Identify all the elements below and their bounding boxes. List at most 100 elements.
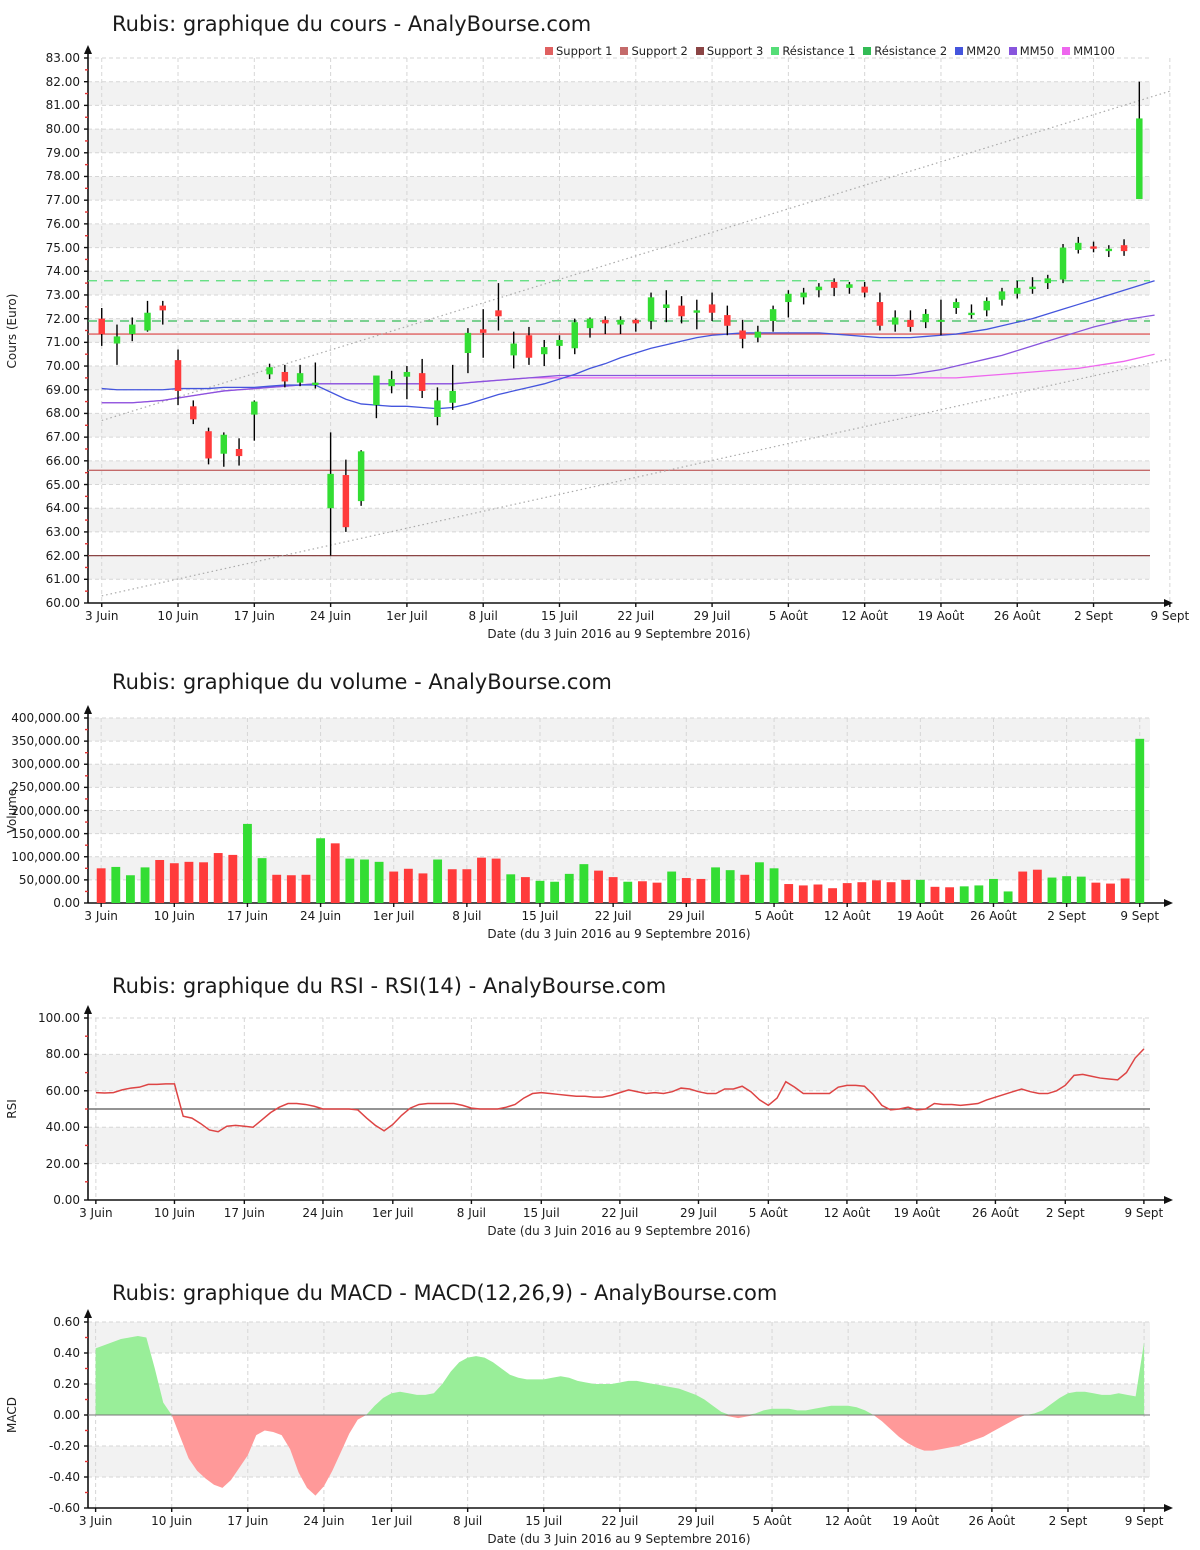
- x-axis-tick-label: 22 Juil: [594, 909, 632, 923]
- y-axis-title: MACD: [5, 1397, 19, 1433]
- legend-swatch-icon: [955, 47, 964, 55]
- x-axis-tick-label: 9 Sept: [1124, 1514, 1164, 1528]
- x-axis-tick-label: 19 Août: [893, 1206, 941, 1220]
- y-axis-tick-label: -0.40: [48, 1470, 80, 1484]
- x-axis-tick-label: 12 Août: [841, 609, 889, 623]
- x-axis-tick-label: 1er Juil: [386, 609, 428, 623]
- x-axis-tick-label: 22 Juil: [601, 1206, 639, 1220]
- y-axis-tick-label: 250,000.00: [11, 780, 80, 795]
- legend-swatch-icon: [620, 47, 629, 55]
- x-axis-tick-label: 8 Juil: [468, 609, 498, 623]
- x-axis-tick-label: 9 Sept: [1120, 909, 1160, 923]
- legend-item-7: MM100: [1062, 44, 1115, 58]
- x-axis-tick-label: 9 Sept: [1150, 609, 1190, 623]
- y-axis-tick-label: 50,000.00: [18, 872, 80, 887]
- legend-swatch-icon: [545, 47, 553, 55]
- macd-plot-area: -0.60 -0.40 -0.20 0.00 0.20 0.40 0.60 3 Juin 10 …: [0, 1265, 1200, 1550]
- x-axis-tick-label: 29 Juil: [680, 1206, 717, 1220]
- x-axis-tick-label: 17 Juin: [227, 1514, 269, 1528]
- x-axis-tick-label: 12 Août: [823, 909, 871, 923]
- y-axis-tick-label: 80.00: [45, 1047, 80, 1062]
- y-axis-tick-label: 82.00: [45, 74, 80, 89]
- y-axis-tick-label: 0.40: [53, 1346, 80, 1360]
- rsi-chart-panel: Rubis: graphique du RSI - RSI(14) - Anal…: [0, 960, 1200, 1265]
- x-axis-tick-label: 15 Juil: [522, 1206, 560, 1220]
- x-axis-tick-label: 1er Juil: [372, 1206, 414, 1220]
- y-axis-tick-label: 200,000.00: [11, 803, 80, 818]
- x-axis-tick-label: 12 Août: [823, 1206, 871, 1220]
- x-axis-tick-label: 3 Juin: [79, 1206, 113, 1220]
- legend-swatch-icon: [695, 47, 704, 55]
- x-axis-tick-label: 26 Août: [993, 609, 1041, 623]
- legend-swatch-icon: [771, 47, 780, 55]
- x-axis-title: Date (du 3 Juin 2016 au 9 Septembre 2016…: [487, 927, 751, 941]
- x-axis-tick-label: 2 Sept: [1074, 609, 1113, 623]
- x-axis-tick-label: 29 Juil: [693, 609, 731, 623]
- x-axis-tick-label: 5 Août: [748, 1206, 788, 1220]
- y-axis-tick-label: 65.00: [45, 477, 80, 492]
- legend-swatch-icon: [863, 47, 872, 55]
- legend-item-5: MM20: [955, 44, 1001, 58]
- y-axis-tick-label: 62.00: [45, 548, 80, 563]
- x-axis-tick-label: 5 Août: [752, 1514, 792, 1528]
- x-axis-tick-label: 24 Juin: [302, 1206, 344, 1220]
- y-axis-tick-label: 0.60: [53, 1315, 80, 1329]
- x-axis-tick-label: 17 Juin: [233, 609, 275, 623]
- x-axis-tick-label: 15 Juil: [521, 909, 559, 923]
- y-axis-tick-label: 73.00: [45, 287, 80, 302]
- x-axis-tick-label: 24 Juin: [310, 609, 352, 623]
- x-axis-tick-label: 10 Juin: [153, 909, 195, 923]
- x-axis-tick-label: 8 Juil: [452, 909, 482, 923]
- legend-swatch-icon: [1008, 47, 1017, 55]
- legend-label: Résistance 2: [874, 44, 948, 58]
- x-axis-tick-label: 2 Sept: [1047, 909, 1086, 923]
- legend-item-0: Support 1: [545, 44, 612, 58]
- x-axis-tick-label: 26 Août: [968, 1514, 1016, 1528]
- y-axis-tick-label: 0.20: [53, 1377, 80, 1391]
- y-axis-tick-label: 68.00: [45, 406, 80, 421]
- y-axis-tick-label: 100.00: [38, 1011, 80, 1025]
- y-axis-tick-label: -0.20: [48, 1439, 80, 1453]
- x-axis-tick-label: 26 Août: [970, 909, 1017, 923]
- y-axis-tick-label: 400,000.00: [11, 711, 80, 725]
- x-axis-tick-label: 19 Août: [892, 1514, 940, 1528]
- x-axis-tick-label: 22 Juil: [601, 1514, 639, 1528]
- y-axis-title: Volume: [5, 788, 19, 833]
- y-axis-tick-label: 74.00: [45, 264, 80, 279]
- legend-item-6: MM50: [1008, 44, 1055, 58]
- x-axis-tick-label: 22 Juil: [617, 609, 655, 623]
- volume-plot-area: 0.00 50,000.00 100,000.00 150,000.00 200,000…: [0, 650, 1200, 960]
- legend-item-4: Résistance 2: [863, 44, 947, 58]
- y-axis-tick-label: -0.60: [48, 1501, 80, 1515]
- y-axis-tick-label: 61.00: [45, 572, 80, 587]
- y-axis-tick-label: 67.00: [45, 430, 80, 445]
- x-axis-tick-label: 5 Août: [754, 909, 794, 923]
- y-axis-tick-label: 0.00: [53, 1408, 80, 1422]
- volume-chart-panel: Rubis: graphique du volume - AnalyBourse…: [0, 650, 1200, 960]
- legend-label: MM50: [1019, 44, 1055, 58]
- x-axis-tick-label: 24 Juin: [299, 909, 342, 923]
- y-axis-tick-label: 80.00: [45, 122, 80, 137]
- y-axis-tick-label: 81.00: [45, 98, 80, 113]
- x-axis-tick-label: 9 Sept: [1124, 1206, 1164, 1220]
- macd-chart-title: Rubis: graphique du MACD - MACD(12,26,9)…: [112, 1281, 778, 1305]
- y-axis-tick-label: 77.00: [45, 193, 80, 208]
- y-axis-tick-label: 83.00: [45, 51, 80, 65]
- x-axis-tick-label: 10 Juin: [157, 609, 199, 623]
- y-axis-tick-label: 63.00: [45, 524, 80, 539]
- x-axis-tick-label: 19 Août: [917, 609, 965, 623]
- y-axis-tick-label: 0.00: [53, 896, 80, 910]
- macd-chart-panel: Rubis: graphique du MACD - MACD(12,26,9)…: [0, 1265, 1200, 1550]
- y-axis-tick-label: 69.00: [45, 382, 80, 397]
- legend-label: Support 2: [631, 44, 688, 58]
- x-axis-tick-label: 15 Juil: [541, 609, 578, 623]
- y-axis-tick-label: 66.00: [45, 453, 80, 468]
- y-axis-tick-label: 300,000.00: [11, 757, 80, 772]
- legend-label: MM100: [1073, 44, 1115, 58]
- legend-label: Support 3: [706, 44, 764, 58]
- price-plot-area: 60.00 61.00 62.00 63.00 64.00 65.00 66.00 67.00…: [0, 0, 1200, 650]
- y-axis-tick-label: 40.00: [45, 1120, 80, 1135]
- price-chart-legend: Support 1 Support 2 Support 3 Résistance 1 R…: [545, 44, 1120, 58]
- x-axis-tick-label: 2 Sept: [1048, 1514, 1088, 1528]
- y-axis-title: Cours (Euro): [5, 293, 19, 368]
